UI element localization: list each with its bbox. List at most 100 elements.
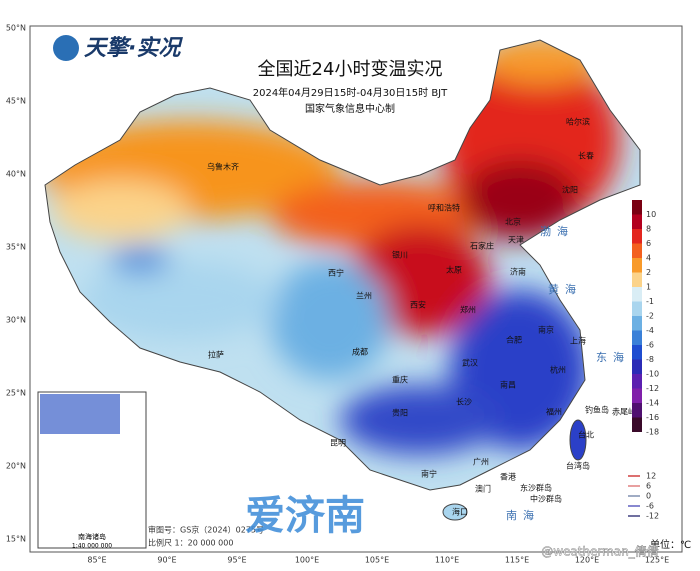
city: 南昌 [500, 380, 516, 390]
city: 银川 [392, 250, 408, 260]
title: 全国近24小时变温实况 [258, 59, 443, 80]
sea-label: 东海 [596, 350, 630, 364]
legend-label: -8 [646, 355, 654, 364]
lon-label: 120°E [575, 556, 599, 565]
city: 南宁 [421, 469, 437, 479]
city: 上海 [570, 336, 586, 346]
lat-label: 30°N [6, 316, 26, 325]
isoline-label: 0 [646, 492, 651, 501]
city: 成都 [352, 347, 368, 357]
city: 哈尔滨 [566, 117, 590, 127]
lon-label: 85°E [87, 556, 106, 565]
lat-label: 45°N [6, 97, 26, 106]
city: 西宁 [328, 268, 344, 278]
lon-label: 90°E [157, 556, 176, 565]
legend-swatch [632, 359, 642, 374]
legend-label: 1 [646, 283, 651, 292]
lat-label: 15°N [6, 535, 26, 544]
legend-label: -14 [646, 399, 659, 408]
lon-label: 110°E [435, 556, 459, 565]
legend-swatch [632, 200, 642, 215]
taiwan [569, 419, 587, 461]
inset-label: 南海诸岛 [78, 532, 106, 541]
lon-label: 105°E [365, 556, 389, 565]
lon-label: 125°E [645, 556, 669, 565]
city: 杭州 [550, 365, 566, 375]
legend-swatch [632, 214, 642, 229]
city: 钓鱼岛 [585, 405, 609, 415]
city: 太原 [446, 265, 462, 275]
border [44, 39, 641, 491]
city: 广州 [473, 457, 489, 467]
legend-swatch [632, 316, 642, 331]
lat-label: 25°N [6, 389, 26, 398]
legend-swatch [632, 258, 642, 273]
legend-swatch [632, 374, 642, 389]
legend-label: 2 [646, 268, 651, 277]
city: 长沙 [456, 397, 472, 407]
lat-label: 20°N [6, 462, 26, 471]
producer: 国家气象信息中心制 [305, 102, 395, 115]
inset-scale: 1:40 000 000 [72, 543, 112, 550]
city: 澳门 [475, 484, 491, 494]
city: 北京 [505, 217, 521, 227]
city: 乌鲁木齐 [207, 162, 239, 172]
isoline-label: 6 [646, 482, 651, 491]
city: 济南 [510, 267, 526, 277]
city: 台湾岛 [566, 461, 590, 471]
city: 沈阳 [562, 185, 578, 195]
legend-swatch [632, 403, 642, 418]
legend-swatch [632, 243, 642, 258]
legend-label: -4 [646, 326, 654, 335]
legend-label: -1 [646, 297, 654, 306]
legend-swatch [632, 229, 642, 244]
city: 长春 [578, 151, 594, 161]
city: 南京 [538, 325, 554, 335]
legend-label: 8 [646, 225, 651, 234]
hainan [442, 503, 468, 521]
sea-label: 黄海 [548, 282, 582, 296]
legend-swatch [632, 272, 642, 287]
legend-label: -10 [646, 370, 659, 379]
city: 赤尾屿 [612, 408, 636, 417]
sea-label: 南海 [506, 508, 540, 522]
legend-label: 4 [646, 254, 651, 263]
legend-swatch [632, 388, 642, 403]
city: 海口 [452, 507, 468, 517]
city: 郑州 [460, 305, 476, 315]
lon-label: 100°E [295, 556, 319, 565]
legend-label: -18 [646, 428, 659, 437]
legend-label: 10 [646, 210, 656, 219]
city: 福州 [546, 408, 562, 417]
city: 中沙群岛 [530, 494, 562, 504]
watermark: 爱济南 [245, 493, 365, 539]
city: 呼和浩特 [428, 203, 460, 213]
legend-label: 6 [646, 239, 651, 248]
city: 西安 [410, 300, 426, 310]
logo-text: 天擎·实况 [84, 35, 183, 61]
cities: 乌鲁木齐 哈尔滨 长春 沈阳 北京 呼和浩特 石家庄 天津 银川 太原 济南 西… [207, 117, 636, 517]
lat-label: 35°N [6, 243, 26, 252]
isoline-label: 12 [646, 472, 656, 481]
legend-swatch [632, 301, 642, 316]
inset-field [40, 394, 120, 434]
isoline-label: -6 [646, 502, 654, 511]
subtitle: 2024年04月29日15时-04月30日15时 BJT [253, 86, 448, 99]
legend-label: -2 [646, 312, 654, 321]
legend-label: -12 [646, 384, 659, 393]
lat-label: 40°N [6, 170, 26, 179]
watermark: @weatherman_倩倩 [541, 545, 659, 559]
city: 香港 [500, 472, 516, 482]
city: 东沙群岛 [520, 483, 552, 493]
city: 拉萨 [208, 350, 224, 360]
city: 兰州 [356, 291, 372, 301]
unit: 单位：℃ [650, 538, 691, 551]
city: 昆明 [330, 439, 346, 448]
legend-label: -6 [646, 341, 654, 350]
city: 石家庄 [470, 241, 494, 251]
city: 贵阳 [392, 408, 408, 418]
lon-label: 95°E [227, 556, 246, 565]
legend-swatch [632, 287, 642, 302]
logo: 天擎·实况 [53, 35, 183, 61]
